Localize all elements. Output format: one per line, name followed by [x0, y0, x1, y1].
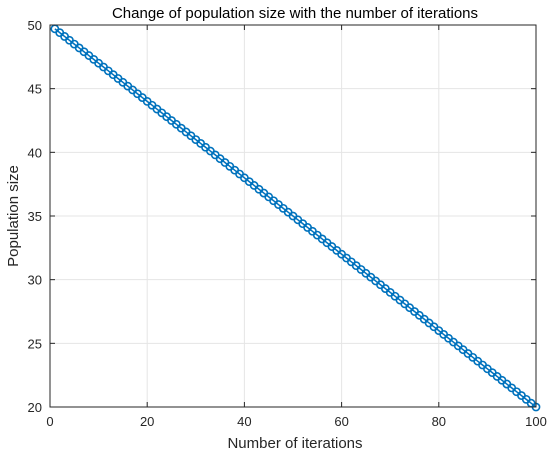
y-tick-label: 50 [28, 18, 42, 33]
y-tick-label: 45 [28, 82, 42, 97]
x-tick-label: 20 [140, 414, 154, 429]
x-tick-label: 40 [237, 414, 251, 429]
x-tick-label: 100 [525, 414, 547, 429]
y-axis-ticks: 20 25 30 35 40 45 50 [28, 18, 536, 415]
y-tick-label: 20 [28, 400, 42, 415]
x-tick-label: 0 [46, 414, 53, 429]
chart-title: Change of population size with the numbe… [112, 5, 478, 22]
grid-lines [50, 25, 536, 407]
y-tick-label: 30 [28, 273, 42, 288]
y-axis-label: Population size [5, 165, 22, 267]
x-tick-label: 80 [432, 414, 446, 429]
series-population [50, 24, 541, 412]
y-tick-label: 40 [28, 145, 42, 160]
x-axis-ticks: 0 20 40 60 80 100 [46, 25, 547, 429]
y-tick-label: 25 [28, 336, 42, 351]
x-tick-label: 60 [334, 414, 348, 429]
x-axis-label: Number of iterations [227, 435, 362, 452]
y-tick-label: 35 [28, 209, 42, 224]
